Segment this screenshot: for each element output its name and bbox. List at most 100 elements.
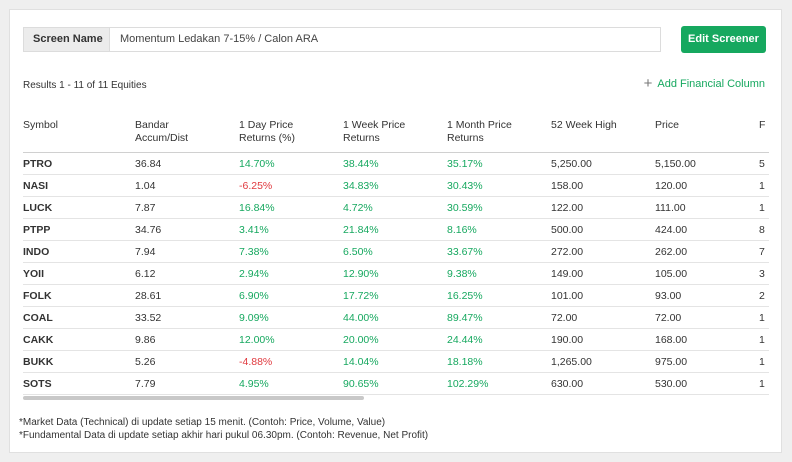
column-header[interactable]: 1 Month Price Returns [447, 110, 551, 153]
month-return-cell: 18.18% [447, 350, 551, 373]
column-header-line1: Bandar [135, 119, 169, 131]
results-count: Results 1 - 11 of 11 Equities [23, 80, 147, 91]
bandar-cell: 34.76 [135, 218, 239, 241]
column-header[interactable]: Price [655, 110, 759, 153]
week52-high-cell: 122.00 [551, 196, 655, 219]
results-table-container[interactable]: Symbol Bandar Accum/Dist 1 Day Price Returns… [23, 110, 769, 396]
week-return-cell: 34.83% [343, 174, 447, 197]
column-header[interactable]: 1 Day Price Returns (%) [239, 110, 343, 153]
price-cell: 93.00 [655, 284, 759, 307]
table-row[interactable]: COAL 33.52 9.09% 44.00% 89.47% 72.00 72.00 1 [23, 306, 769, 329]
symbol-cell[interactable]: YOII [23, 262, 135, 285]
table-row[interactable]: SOTS 7.79 4.95% 90.65% 102.29% 630.00 530.00 1 [23, 372, 769, 395]
price-cell: 530.00 [655, 372, 759, 395]
table-row[interactable]: LUCK 7.87 16.84% 4.72% 30.59% 122.00 111.00 1 [23, 196, 769, 219]
week-return-cell: 14.04% [343, 350, 447, 373]
horizontal-scrollbar[interactable] [23, 396, 364, 400]
symbol-cell[interactable]: BUKK [23, 350, 135, 373]
symbol-cell[interactable]: FOLK [23, 284, 135, 307]
day-return-cell: 9.09% [239, 306, 343, 329]
week52-high-cell: 630.00 [551, 372, 655, 395]
next-column-cell: 1 [759, 196, 769, 219]
bandar-cell: 7.79 [135, 372, 239, 395]
week-return-cell: 17.72% [343, 284, 447, 307]
table-row[interactable]: NASI 1.04 -6.25% 34.83% 30.43% 158.00 120.00 1 [23, 174, 769, 197]
next-column-cell: 7 [759, 240, 769, 263]
screen-name-field[interactable]: Momentum Ledakan 7-15% / Calon ARA [109, 27, 661, 52]
screen-name-label: Screen Name [23, 27, 109, 52]
screener-card: Screen Name Momentum Ledakan 7-15% / Cal… [9, 9, 782, 453]
symbol-cell[interactable]: PTRO [23, 152, 135, 175]
week52-high-cell: 158.00 [551, 174, 655, 197]
symbol-cell[interactable]: SOTS [23, 372, 135, 395]
table-row[interactable]: CAKK 9.86 12.00% 20.00% 24.44% 190.00 168.00 1 [23, 328, 769, 351]
week-return-cell: 38.44% [343, 152, 447, 175]
week-return-cell: 21.84% [343, 218, 447, 241]
plus-icon: + [643, 75, 653, 92]
symbol-cell[interactable]: NASI [23, 174, 135, 197]
symbol-cell[interactable]: PTPP [23, 218, 135, 241]
bandar-cell: 1.04 [135, 174, 239, 197]
bandar-cell: 6.12 [135, 262, 239, 285]
symbol-cell[interactable]: CAKK [23, 328, 135, 351]
bandar-cell: 33.52 [135, 306, 239, 329]
table-row[interactable]: PTRO 36.84 14.70% 38.44% 35.17% 5,250.00 5,150… [23, 152, 769, 175]
day-return-cell: 14.70% [239, 152, 343, 175]
week52-high-cell: 272.00 [551, 240, 655, 263]
month-return-cell: 102.29% [447, 372, 551, 395]
week-return-cell: 90.65% [343, 372, 447, 395]
month-return-cell: 24.44% [447, 328, 551, 351]
column-header-line2: Returns [343, 132, 380, 144]
day-return-cell: 2.94% [239, 262, 343, 285]
table-row[interactable]: BUKK 5.26 -4.88% 14.04% 18.18% 1,265.00 975.00… [23, 350, 769, 373]
symbol-cell[interactable]: COAL [23, 306, 135, 329]
day-return-cell: 12.00% [239, 328, 343, 351]
symbol-cell[interactable]: INDO [23, 240, 135, 263]
bandar-cell: 5.26 [135, 350, 239, 373]
column-header-line2: Returns [447, 132, 484, 144]
add-financial-column-link[interactable]: + Add Financial Column [643, 75, 765, 92]
price-cell: 111.00 [655, 196, 759, 219]
add-financial-column-label: Add Financial Column [657, 78, 765, 90]
table-header-row: Symbol Bandar Accum/Dist 1 Day Price Returns… [23, 110, 769, 153]
edit-screener-button[interactable]: Edit Screener [681, 26, 766, 53]
price-cell: 120.00 [655, 174, 759, 197]
price-cell: 105.00 [655, 262, 759, 285]
table-row[interactable]: YOII 6.12 2.94% 12.90% 9.38% 149.00 105.00 3 [23, 262, 769, 285]
price-cell: 168.00 [655, 328, 759, 351]
next-column-cell: 1 [759, 328, 769, 351]
table-row[interactable]: PTPP 34.76 3.41% 21.84% 8.16% 500.00 424.00 8 [23, 218, 769, 241]
footnote-fundamental-data: *Fundamental Data di update setiap akhir… [19, 430, 429, 441]
column-header[interactable]: 1 Week Price Returns [343, 110, 447, 153]
footnote-market-data: *Market Data (Technical) di update setia… [19, 417, 386, 428]
next-column-cell: 8 [759, 218, 769, 241]
column-header-line1: 52 Week High [551, 119, 617, 131]
column-header[interactable]: Symbol [23, 110, 135, 153]
month-return-cell: 9.38% [447, 262, 551, 285]
next-column-cell: 1 [759, 372, 769, 395]
bandar-cell: 28.61 [135, 284, 239, 307]
column-header-line1: 1 Month Price [447, 119, 512, 131]
column-header[interactable]: Bandar Accum/Dist [135, 110, 239, 153]
week52-high-cell: 500.00 [551, 218, 655, 241]
symbol-cell[interactable]: LUCK [23, 196, 135, 219]
day-return-cell: 6.90% [239, 284, 343, 307]
column-header-line1: 1 Day Price [239, 119, 294, 131]
table-row[interactable]: FOLK 28.61 6.90% 17.72% 16.25% 101.00 93.00 2 [23, 284, 769, 307]
next-column-cell: 1 [759, 306, 769, 329]
bandar-cell: 9.86 [135, 328, 239, 351]
table-row[interactable]: INDO 7.94 7.38% 6.50% 33.67% 272.00 262.00 7 [23, 240, 769, 263]
week52-high-cell: 101.00 [551, 284, 655, 307]
week-return-cell: 4.72% [343, 196, 447, 219]
column-header[interactable]: F [759, 110, 769, 153]
week52-high-cell: 5,250.00 [551, 152, 655, 175]
month-return-cell: 30.43% [447, 174, 551, 197]
price-cell: 975.00 [655, 350, 759, 373]
day-return-cell: 16.84% [239, 196, 343, 219]
month-return-cell: 33.67% [447, 240, 551, 263]
price-cell: 424.00 [655, 218, 759, 241]
price-cell: 72.00 [655, 306, 759, 329]
week-return-cell: 12.90% [343, 262, 447, 285]
day-return-cell: 4.95% [239, 372, 343, 395]
column-header[interactable]: 52 Week High [551, 110, 655, 153]
